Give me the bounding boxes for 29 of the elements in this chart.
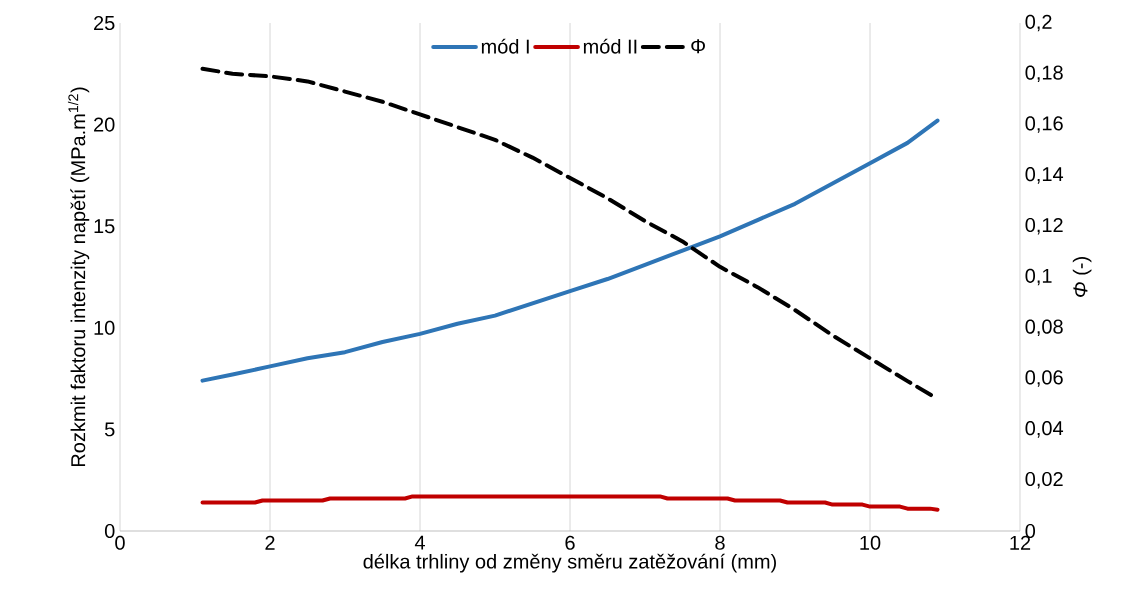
legend-label: mód II xyxy=(583,38,637,54)
legend-label: mód I xyxy=(481,38,529,54)
y-tick-label: 10 xyxy=(94,320,115,335)
x-tick-label: 10 xyxy=(860,535,881,550)
y2-tick-label: 0,02 xyxy=(1025,471,1063,489)
x-axis-title: délka trhliny od změny směru zatěžování (mm) xyxy=(363,553,776,573)
y2-tick-label: 0,08 xyxy=(1025,319,1063,337)
line-series xyxy=(200,494,940,512)
x-tick-label: 8 xyxy=(715,535,725,550)
y2-tick-label: 0,06 xyxy=(1025,370,1063,387)
y-tick-label: 25 xyxy=(94,15,115,31)
y2-axis-title: Φ (-) xyxy=(1072,257,1092,297)
x-tick-label: 6 xyxy=(565,535,575,550)
y-axis-title: Rozkmit faktoru intenzity napětí (MPa.m$^{1/2}$) xyxy=(67,87,90,467)
y-tick-label: 20 xyxy=(94,117,115,132)
x-tick-label: 2 xyxy=(265,535,275,550)
y2-tick-label: 0,18 xyxy=(1025,65,1063,83)
y-tick-label: 0 xyxy=(104,523,115,539)
x-tick-label: 4 xyxy=(414,535,425,550)
y2-tick-label: 0,04 xyxy=(1025,421,1064,438)
y2-tick-label: 0,14 xyxy=(1025,167,1064,184)
y2-tick-label: 0,1 xyxy=(1025,268,1052,286)
y2-tick-label: 0,16 xyxy=(1025,116,1063,133)
y-tick-label: 5 xyxy=(104,422,115,437)
y2-tick-label: 0,2 xyxy=(1025,14,1052,32)
y-tick-label: 15 xyxy=(94,219,115,234)
x-tick-label: 0 xyxy=(115,535,125,550)
y2-tick-label: 0,12 xyxy=(1025,217,1063,235)
legend-label: Φ xyxy=(691,39,705,54)
